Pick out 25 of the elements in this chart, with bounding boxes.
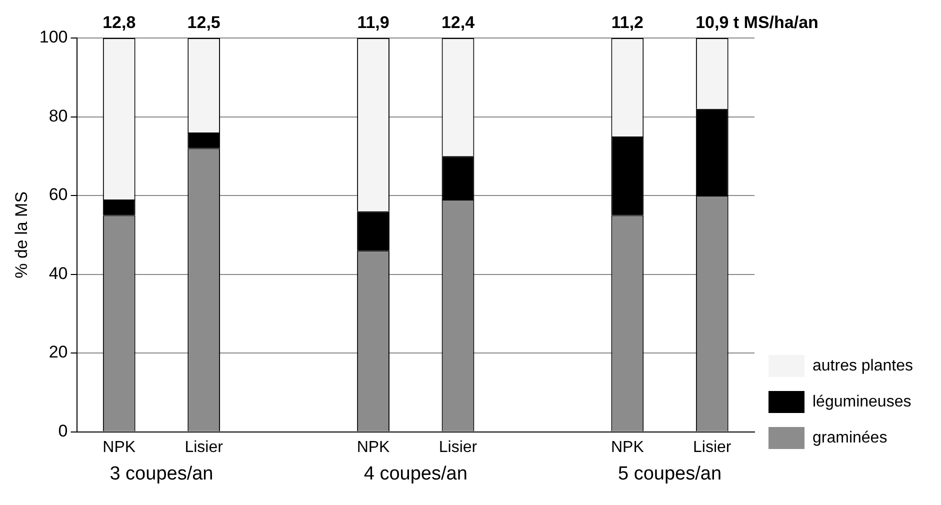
text: 11,9	[357, 13, 390, 32]
y-tick-label: 20	[48, 342, 68, 362]
text: 4 coupes/an	[364, 464, 468, 485]
y-axis-title: % de la MS	[12, 191, 31, 278]
text: 11,2	[611, 13, 644, 32]
y-tick-label: 100	[39, 28, 68, 47]
text: 5 coupes/an	[618, 464, 722, 485]
y-tick-label: 0	[58, 421, 68, 440]
legend-label: légumineuses	[812, 393, 912, 410]
text: 12,5	[187, 13, 220, 32]
x-tick-label: Lisier	[184, 438, 224, 456]
text: 10,9 t MS/ha/an	[696, 13, 818, 32]
y-tick-label: 80	[48, 106, 68, 126]
legend-label: graminées	[812, 429, 888, 446]
y-tick-label: 40	[48, 264, 68, 283]
y-tick-label: 60	[48, 185, 68, 204]
text: 12,8	[102, 13, 136, 32]
x-tick-label: Lisier	[438, 438, 478, 456]
x-tick-label: NPK	[610, 438, 644, 456]
x-tick-label: NPK	[356, 438, 390, 456]
text: 12,4	[441, 13, 476, 32]
legend-label: autres plantes	[812, 357, 914, 374]
text: 3 coupes/an	[110, 464, 214, 485]
x-tick-label: Lisier	[693, 438, 732, 456]
x-tick-label: NPK	[102, 438, 136, 456]
